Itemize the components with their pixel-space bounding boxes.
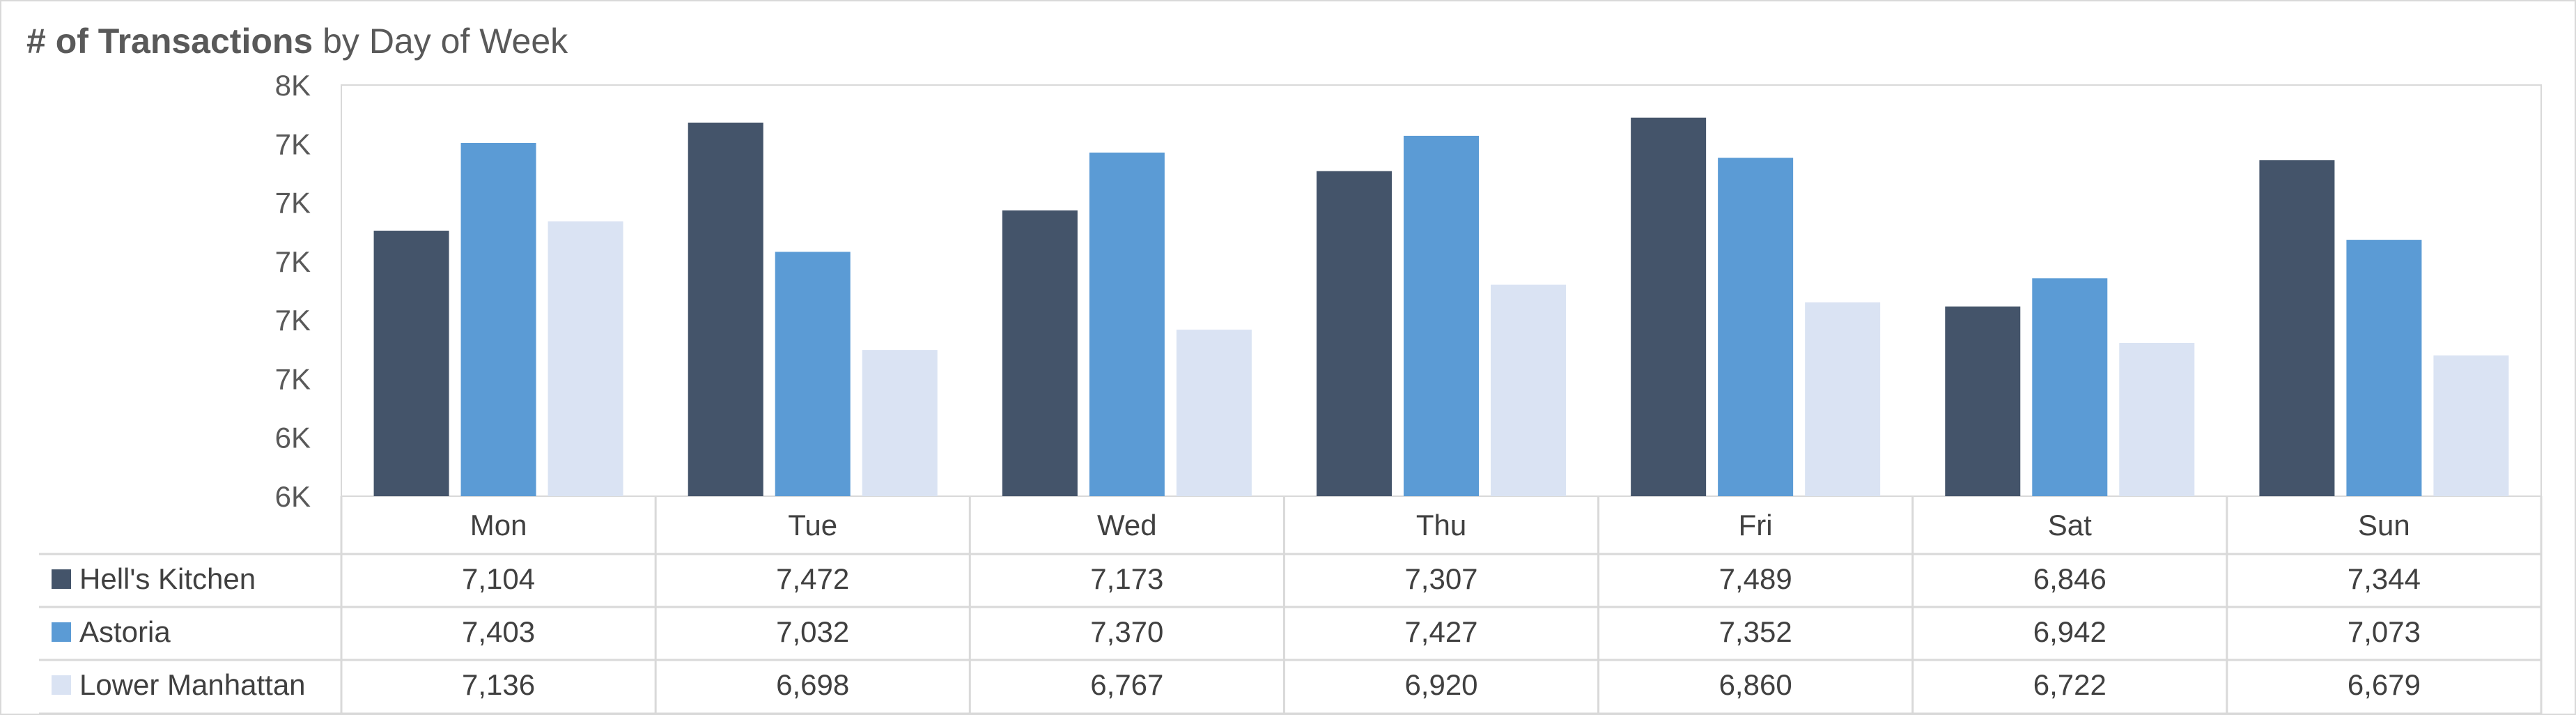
bar (1089, 152, 1165, 496)
data-table-cell: 7,136 (462, 668, 535, 701)
y-tick-label: 7K (275, 304, 311, 337)
bar (548, 221, 623, 496)
data-table-cell: 7,344 (2348, 562, 2421, 595)
bar (1805, 302, 1881, 496)
data-table-cell: 7,403 (462, 615, 535, 648)
x-tick-label: Wed (1097, 509, 1157, 541)
y-tick-label: 6K (275, 422, 311, 454)
y-tick-label: 7K (275, 128, 311, 160)
data-table-cell: 7,427 (1404, 615, 1477, 648)
legend-label: Astoria (79, 615, 171, 648)
bar (2259, 160, 2335, 496)
bar (1002, 210, 1078, 496)
data-table: Hell's Kitchen 7,104 7,472 7,173 7,307 7,489 6… (52, 562, 2421, 701)
y-tick-label: 7K (275, 362, 311, 395)
bar (1176, 330, 1252, 496)
data-table-grid (39, 496, 2543, 715)
data-table-cell: 7,073 (2348, 615, 2421, 648)
data-table-cell: 7,370 (1090, 615, 1163, 648)
data-table-cell: 6,679 (2348, 668, 2421, 701)
y-axis: 6K 6K 7K 7K 7K 7K 7K 8K (275, 69, 311, 513)
y-tick-label: 8K (275, 69, 311, 102)
y-tick-label: 6K (275, 480, 311, 513)
y-tick-label: 7K (275, 245, 311, 278)
bar (1945, 306, 2021, 496)
data-table-cell: 7,032 (776, 615, 849, 648)
data-table-cell: 6,942 (2033, 615, 2106, 648)
data-table-cell: 7,472 (776, 562, 849, 595)
data-table-cell: 6,846 (2033, 562, 2106, 595)
bar (1491, 284, 1566, 496)
legend-label: Hell's Kitchen (79, 562, 256, 595)
data-table-cell: 6,920 (1404, 668, 1477, 701)
legend-key (52, 622, 71, 642)
y-tick-label: 7K (275, 187, 311, 220)
data-table-cell: 7,104 (462, 562, 535, 595)
x-tick-label: Mon (470, 509, 527, 541)
bars (373, 117, 2509, 496)
data-table-cell: 7,352 (1719, 615, 1792, 648)
category-labels: Mon Tue Wed Thu Fri Sat Sun (470, 509, 2410, 541)
bar (688, 122, 763, 496)
data-table-cell: 6,860 (1719, 668, 1792, 701)
bar (862, 350, 938, 496)
x-tick-label: Thu (1416, 509, 1466, 541)
bar (373, 231, 449, 496)
bar (1317, 171, 1392, 496)
bar (1631, 117, 1707, 496)
chart-title: # of Transactions by Day of Week (26, 22, 568, 61)
x-tick-label: Fri (1739, 509, 1773, 541)
bar (1404, 135, 1479, 496)
bar (775, 252, 851, 496)
bar (2346, 240, 2422, 496)
legend-key (52, 675, 71, 695)
bar (2032, 278, 2108, 496)
bar (2119, 343, 2195, 496)
data-table-cell: 6,722 (2033, 668, 2106, 701)
x-tick-label: Tue (788, 509, 837, 541)
legend-label: Lower Manhattan (79, 668, 306, 701)
data-table-cell: 7,307 (1404, 562, 1477, 595)
data-table-cell: 7,489 (1719, 562, 1792, 595)
bar (2433, 355, 2509, 496)
legend-key (52, 569, 71, 589)
bar (1718, 157, 1794, 496)
data-table-cell: 6,767 (1090, 668, 1163, 701)
x-tick-label: Sat (2048, 509, 2092, 541)
data-table-cell: 6,698 (776, 668, 849, 701)
chart-title-bold: # of Transactions (26, 22, 313, 61)
bar (460, 143, 536, 496)
x-tick-label: Sun (2358, 509, 2410, 541)
data-table-cell: 7,173 (1090, 562, 1163, 595)
chart-title-rest: by Day of Week (313, 22, 568, 61)
